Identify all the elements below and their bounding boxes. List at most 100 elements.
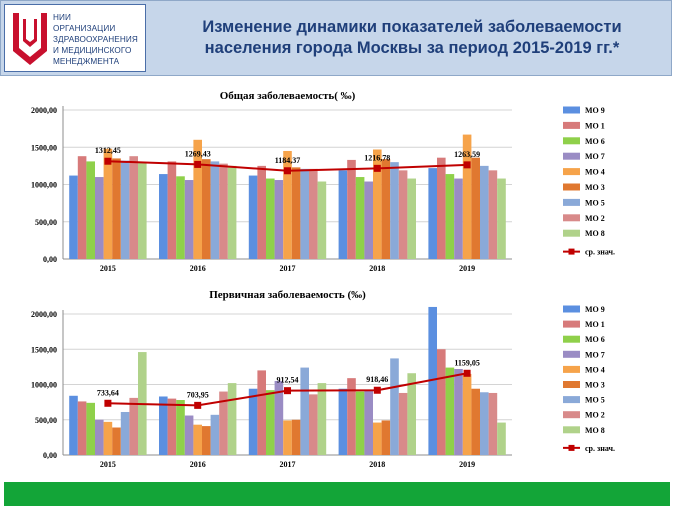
average-data-label: 1159,05 [454,358,480,367]
average-point [194,160,202,168]
bar [407,373,416,455]
legend-label: МО 4 [585,365,605,374]
bar [266,178,275,259]
bar [309,394,318,455]
x-tick-label: 2019 [459,460,475,469]
bar [390,162,399,259]
legend-label: МО 3 [585,183,605,192]
bar [219,391,228,455]
legend-swatch [563,214,580,222]
legend-swatch [563,350,580,358]
logo-line: НИИ [53,13,71,22]
legend-label: МО 1 [585,121,605,130]
bar [373,149,382,259]
bar [202,426,211,455]
bar [283,420,292,455]
bar [248,175,258,259]
bar [347,159,356,259]
bar [112,427,121,455]
logo: НИИ ОРГАНИЗАЦИИ ЗДРАВООХРАНЕНИЯ И МЕДИЦИ… [4,4,146,72]
logo-line: ЗДРАВООХРАНЕНИЯ [53,35,138,44]
average-point [373,164,381,172]
bar [381,420,391,455]
legend-average-marker [568,248,575,255]
x-tick-label: 2018 [369,264,385,273]
legend-swatch [563,396,580,404]
average-point [104,157,112,165]
bar [428,306,437,455]
legend-swatch [563,426,580,434]
bar [373,422,382,455]
y-tick-label: 500,00 [35,218,57,227]
institute-logo-icon [13,13,47,65]
legend-swatch [563,411,580,419]
logo-line: ОРГАНИЗАЦИИ [53,24,116,33]
bar [364,390,373,455]
y-tick-label: 0,00 [43,255,57,264]
average-data-label: 1312,45 [95,146,121,155]
bar [77,156,87,259]
average-data-label: 918,46 [366,375,388,384]
bar [317,383,327,455]
legend-swatch [563,121,580,129]
legend-swatch [563,183,580,191]
x-tick-label: 2019 [459,264,475,273]
average-point [463,369,471,377]
bar [398,392,408,455]
legend-swatch [563,305,580,313]
bar [103,421,113,455]
legend-label: МО 3 [585,381,605,390]
bar [120,160,130,259]
legend-label: МО 5 [585,396,605,405]
x-tick-label: 2016 [190,264,206,273]
bar [390,358,399,455]
legend-swatch [563,168,580,176]
bar [274,380,284,455]
bar [338,170,348,259]
bar [112,158,121,259]
bar [355,391,365,455]
bar [86,161,95,259]
page-title: Изменение динамики показателей заболевае… [156,17,668,59]
average-point [284,167,291,175]
legend-label: ср. знач. [585,444,615,453]
bar [129,397,138,455]
bar [103,148,113,259]
legend-label: МО 2 [585,411,605,420]
x-tick-label: 2015 [100,264,116,273]
bar [497,422,506,455]
legend-label: МО 1 [585,320,605,329]
legend-swatch [563,152,580,160]
bar [480,165,489,259]
bar [300,367,309,455]
bar [338,388,348,455]
bar [129,156,138,259]
bar [77,401,87,455]
bar [317,181,327,259]
average-point [463,161,471,169]
bar [454,178,463,259]
legend-label: ср. знач. [585,248,615,257]
bar [407,178,416,259]
y-tick-label: 0,00 [43,451,57,460]
average-data-label: 1216,78 [364,153,390,162]
header-banner: НИИ ОРГАНИЗАЦИИ ЗДРАВООХРАНЕНИЯ И МЕДИЦИ… [0,0,672,76]
y-tick-label: 1500,00 [31,345,57,354]
y-tick-label: 2000,00 [31,106,57,115]
bar [428,168,437,259]
bar [471,388,480,455]
x-tick-label: 2015 [100,460,116,469]
bar [86,402,95,455]
legend-label: МО 4 [585,168,605,177]
legend-label: МО 6 [585,335,605,344]
bar [176,176,185,259]
average-point [194,401,202,409]
chart-title: Общая заболеваемость( ‰) [220,90,356,102]
bar [176,400,185,455]
bar [193,139,202,259]
bar [445,367,455,455]
average-data-label: 1184,37 [275,156,301,165]
average-point [373,386,381,394]
bar [437,157,446,259]
bar [398,170,408,259]
